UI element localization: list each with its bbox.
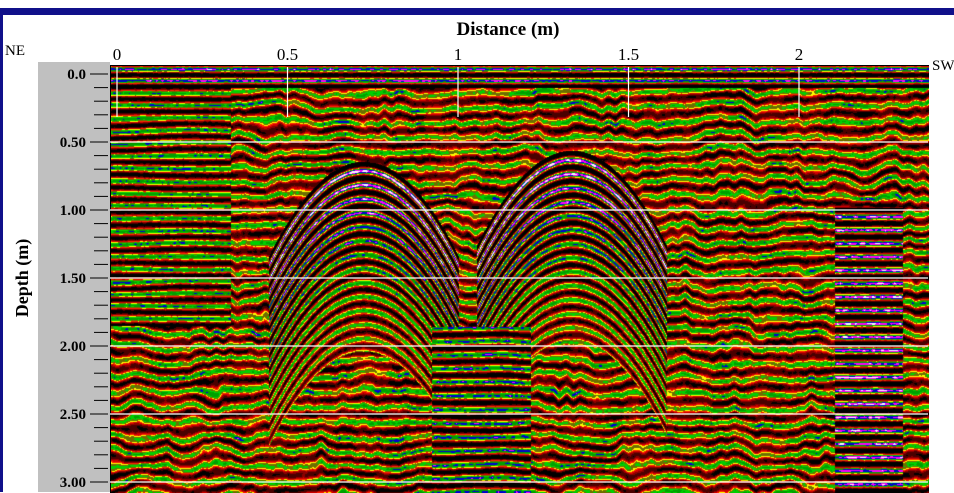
window-top-border [0, 8, 954, 15]
x-tick-label-2: 1 [454, 45, 463, 64]
y-tick-label-6: 3.00 [60, 475, 86, 491]
y-tick-label-3: 1.50 [60, 271, 86, 287]
depth-gridlines [110, 141, 928, 483]
window-left-border [0, 15, 3, 492]
x-tick-label-0: 0 [113, 45, 122, 64]
y-tick-label-4: 2.00 [60, 339, 86, 355]
y-tick-label-5: 2.50 [60, 407, 86, 423]
plot-area [110, 65, 929, 493]
x-tick-label-4: 2 [795, 45, 804, 64]
x-tick-label-3: 1.5 [618, 45, 639, 64]
y-axis-ticks: 0.0 0.50 1.00 1.50 2.00 2.50 3.00 [60, 67, 108, 491]
ne-label: NE [5, 43, 25, 59]
y-axis-title: Depth (m) [12, 239, 33, 318]
x-axis-title: Distance (m) [457, 19, 560, 40]
x-axis-ticks: 0 0.5 1 1.5 2 [113, 45, 804, 117]
sw-label: SW [932, 58, 954, 74]
x-tick-label-1: 0.5 [277, 45, 298, 64]
radargram-image [111, 66, 929, 493]
depth-axis-band [38, 62, 110, 492]
y-tick-label-1: 0.50 [60, 135, 86, 151]
y-tick-label-2: 1.00 [60, 203, 86, 219]
y-tick-label-0: 0.0 [67, 67, 86, 83]
